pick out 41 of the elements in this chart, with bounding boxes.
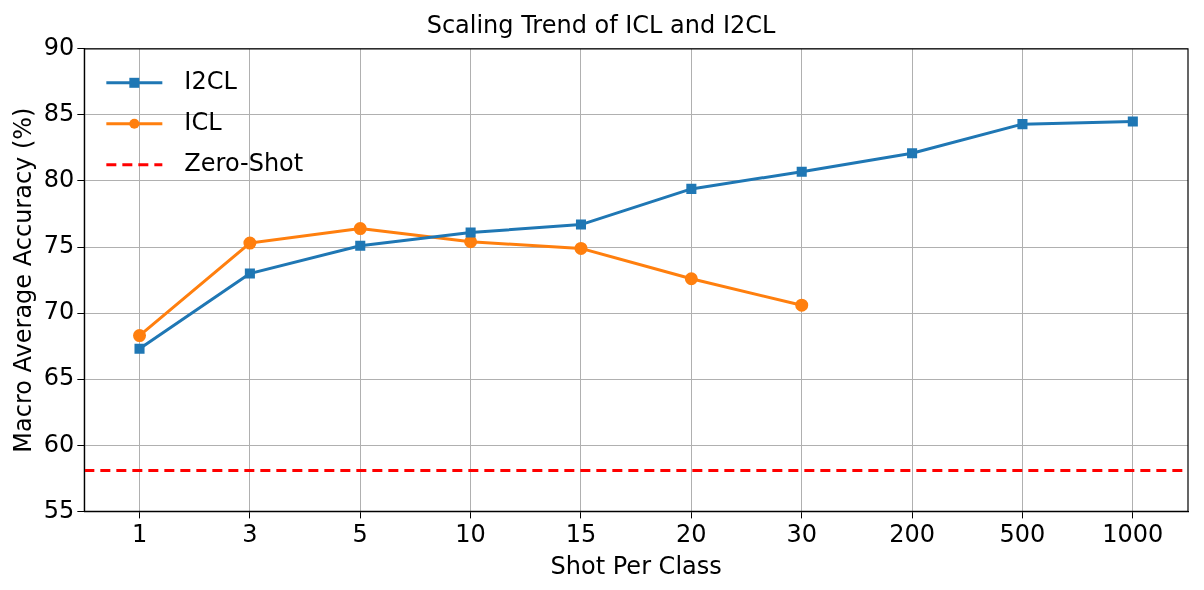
y-tick-label: 70	[43, 297, 75, 326]
point	[243, 236, 257, 250]
point	[574, 241, 588, 255]
x-tick-label: 15	[565, 520, 597, 549]
point	[244, 268, 255, 279]
x-tick-label: 1	[131, 520, 148, 549]
y-tick-label: 85	[43, 99, 75, 128]
point	[1127, 116, 1138, 127]
point	[464, 235, 478, 249]
point	[465, 227, 476, 238]
point	[353, 222, 367, 236]
y-tick-label: 65	[43, 363, 75, 392]
y-tick-label: 55	[43, 495, 75, 524]
y-tick-label: 90	[43, 33, 75, 62]
y-tick-label: 80	[43, 165, 75, 194]
legend-label: Zero-Shot	[184, 149, 304, 178]
point	[134, 343, 145, 354]
point	[684, 272, 698, 286]
y-tick-label: 60	[43, 429, 75, 458]
x-axis-title: Shot Per Class	[550, 551, 722, 580]
x-tick-label: 1000	[1102, 520, 1164, 549]
x-tick-label: 5	[352, 520, 368, 549]
point	[796, 166, 807, 177]
x-tick-label: 200	[889, 520, 935, 549]
legend-label: ICL	[184, 108, 223, 137]
point	[686, 183, 697, 194]
y-tick-label: 75	[43, 231, 75, 260]
point	[907, 148, 918, 159]
point	[355, 240, 366, 251]
x-tick-label: 30	[786, 520, 817, 549]
legend-label: I2CL	[184, 67, 238, 96]
chart-title: Scaling Trend of ICL and I2CL	[426, 10, 776, 39]
point	[133, 329, 147, 343]
x-tick-label: 20	[676, 520, 707, 549]
x-tick-label: 3	[242, 520, 258, 549]
y-axis-title: Macro Average Accuracy (%)	[8, 107, 37, 453]
x-tick-label: 500	[999, 520, 1046, 549]
point	[795, 298, 809, 312]
x-tick-label: 10	[455, 520, 486, 549]
point	[1017, 119, 1028, 130]
point	[575, 219, 587, 230]
